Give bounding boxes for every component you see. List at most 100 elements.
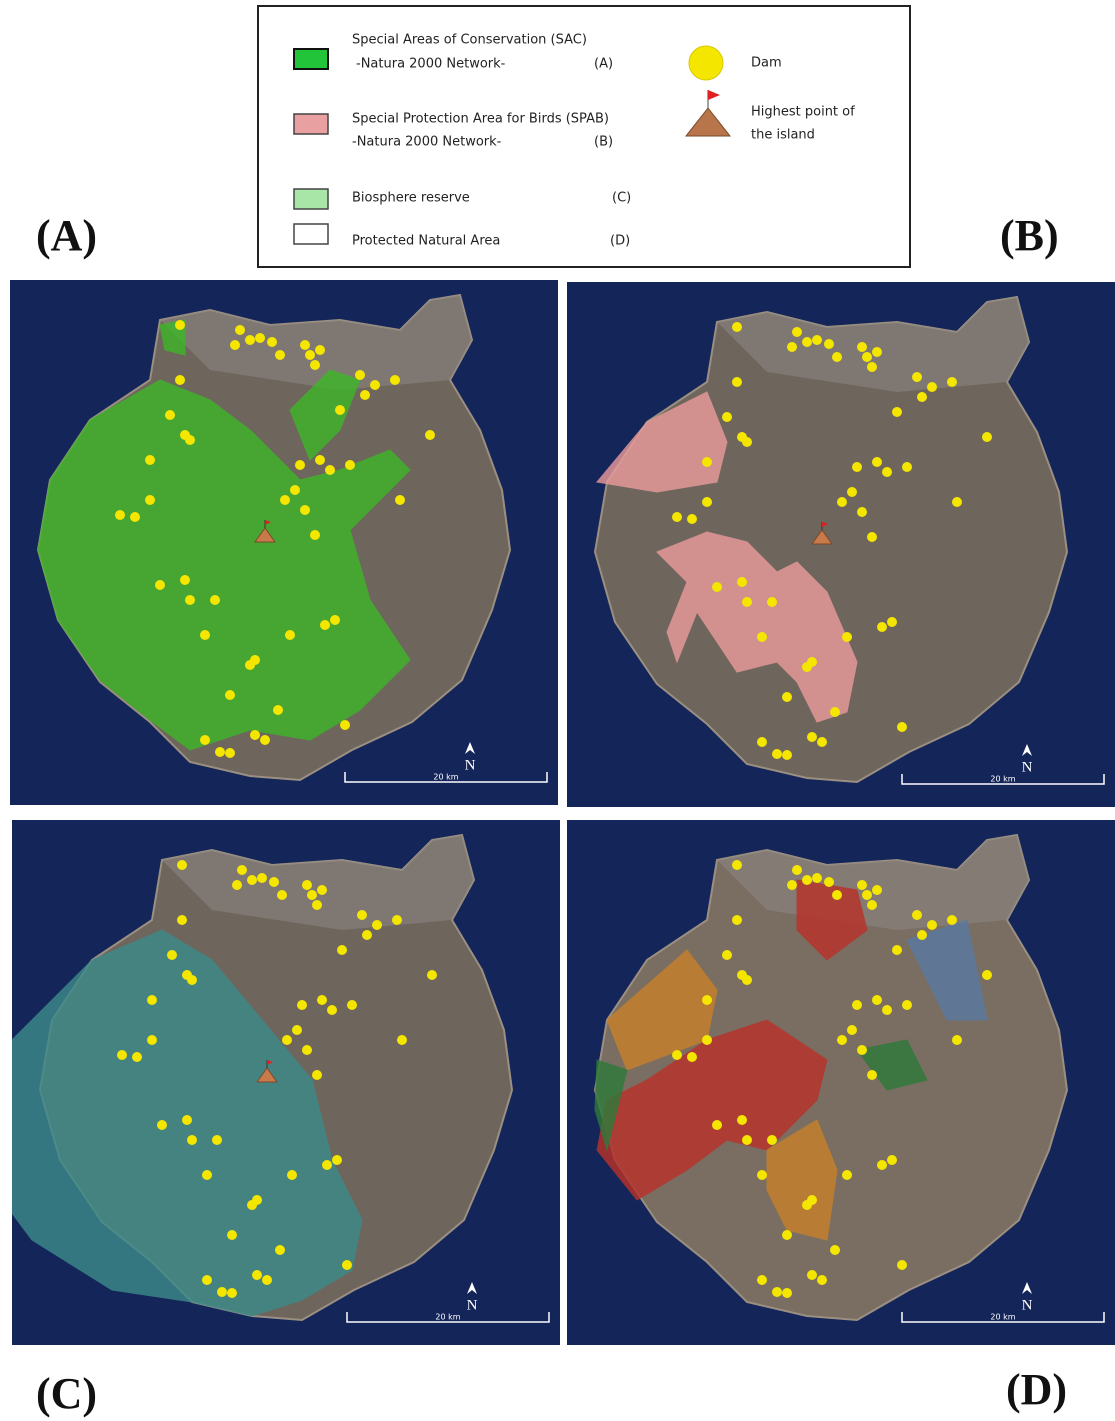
dam <box>687 1052 697 1062</box>
dam <box>917 930 927 940</box>
scale-label: 20 km <box>435 1313 460 1322</box>
dam <box>737 577 747 587</box>
dam <box>947 915 957 925</box>
dam <box>167 950 177 960</box>
dam <box>792 865 802 875</box>
dam <box>245 660 255 670</box>
dam <box>872 457 882 467</box>
dam <box>342 1260 352 1270</box>
dam <box>672 1050 682 1060</box>
dam <box>312 900 322 910</box>
dam <box>250 730 260 740</box>
dam <box>902 462 912 472</box>
dam <box>722 950 732 960</box>
dam <box>245 335 255 345</box>
map-content: N20 km <box>10 280 558 805</box>
map-panel: N 20 km <box>2 820 560 1345</box>
dam <box>732 377 742 387</box>
dam <box>292 1025 302 1035</box>
dam <box>832 352 842 362</box>
scale-label: 20 km <box>433 773 458 782</box>
dam <box>877 622 887 632</box>
dam <box>310 530 320 540</box>
dam <box>732 915 742 925</box>
dam <box>210 595 220 605</box>
dam <box>262 1275 272 1285</box>
map-panel: N20 km <box>567 282 1115 807</box>
dam <box>227 1288 237 1298</box>
dam <box>182 1115 192 1125</box>
dam <box>767 1135 777 1145</box>
dam <box>287 1170 297 1180</box>
dam <box>737 1115 747 1125</box>
dam <box>897 1260 907 1270</box>
dam <box>115 510 125 520</box>
dam <box>330 615 340 625</box>
dam <box>824 339 834 349</box>
dam <box>877 1160 887 1170</box>
dam <box>257 873 267 883</box>
dam <box>927 920 937 930</box>
legend-text: Special Areas of Conservation (SAC) <box>352 33 587 48</box>
map-content: N20 km <box>567 820 1115 1345</box>
dam <box>187 975 197 985</box>
dam <box>282 1035 292 1045</box>
dam <box>982 432 992 442</box>
dam <box>180 575 190 585</box>
dam <box>787 342 797 352</box>
dam <box>842 1170 852 1180</box>
dam <box>273 705 283 715</box>
dam <box>237 865 247 875</box>
north-label: N <box>467 1297 478 1313</box>
dam <box>145 455 155 465</box>
dam <box>345 460 355 470</box>
dam <box>177 860 187 870</box>
dam <box>867 362 877 372</box>
panel-label: (B) <box>1000 211 1059 260</box>
dam <box>302 880 312 890</box>
dam <box>882 467 892 477</box>
dam <box>370 380 380 390</box>
dam-icon <box>689 46 723 80</box>
legend-tag: (D) <box>610 234 630 249</box>
dam <box>672 512 682 522</box>
dam <box>117 1050 127 1060</box>
dam <box>702 1035 712 1045</box>
dam <box>317 995 327 1005</box>
dam <box>982 970 992 980</box>
sac-swatch <box>294 49 328 69</box>
dam <box>892 407 902 417</box>
dam <box>312 1070 322 1080</box>
legend-text: Biosphere reserve <box>352 191 470 206</box>
dam <box>317 885 327 895</box>
dam <box>817 737 827 747</box>
dam <box>782 692 792 702</box>
figure: Special Areas of Conservation (SAC) -Nat… <box>0 0 1115 1421</box>
dam <box>712 582 722 592</box>
map-panel: N20 km <box>567 820 1115 1345</box>
dam <box>372 920 382 930</box>
dam <box>887 617 897 627</box>
dam <box>145 495 155 505</box>
dam <box>275 1245 285 1255</box>
dam <box>792 327 802 337</box>
dam <box>147 995 157 1005</box>
spab-swatch <box>294 114 328 134</box>
dam <box>337 945 347 955</box>
dam <box>392 915 402 925</box>
dam <box>260 735 270 745</box>
dam <box>882 1005 892 1015</box>
dam <box>830 707 840 717</box>
dam <box>315 455 325 465</box>
dam <box>742 437 752 447</box>
panel-label: (A) <box>36 211 97 260</box>
dam <box>772 1287 782 1297</box>
dam <box>852 462 862 472</box>
dam <box>782 1230 792 1240</box>
dam <box>277 890 287 900</box>
dam <box>175 375 185 385</box>
legend-text: the island <box>751 128 815 143</box>
dam <box>772 749 782 759</box>
legend-tag: (A) <box>594 57 613 72</box>
dam <box>872 885 882 895</box>
